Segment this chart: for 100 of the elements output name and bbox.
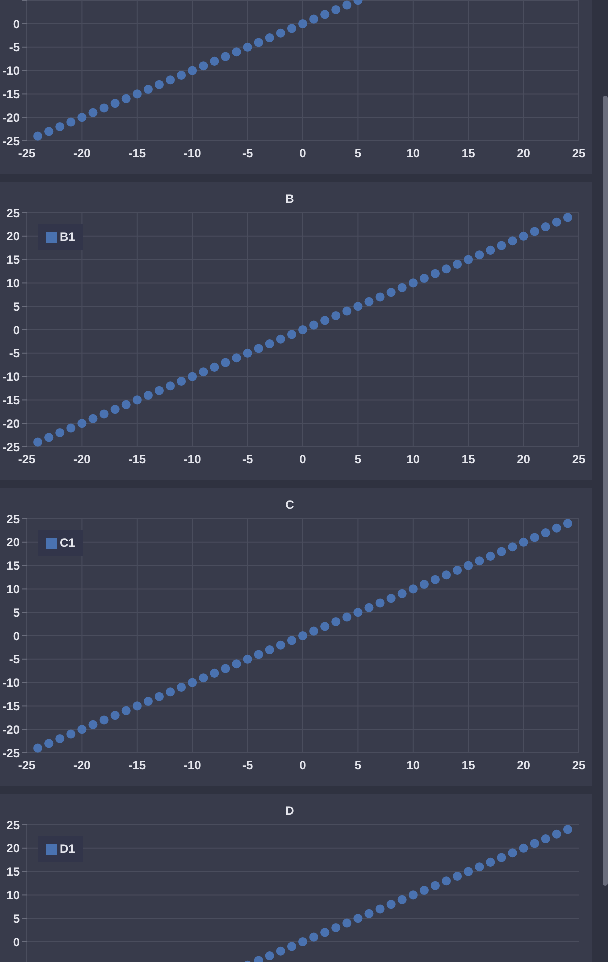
point	[154, 692, 164, 702]
point	[320, 928, 330, 938]
point	[332, 311, 341, 320]
x-tick-label: -15	[128, 452, 146, 467]
point	[519, 538, 528, 547]
point	[420, 886, 429, 896]
point	[552, 524, 562, 533]
y-tick-label: 0	[13, 935, 20, 950]
point	[56, 428, 65, 438]
y-tick-label: -25	[2, 134, 20, 148]
point	[78, 725, 87, 734]
point	[408, 278, 418, 288]
legend-label: B1	[60, 230, 76, 244]
x-tick-label: -10	[184, 758, 202, 773]
x-tick-label: 15	[462, 758, 476, 773]
y-tick-label: 15	[6, 253, 20, 268]
x-tick-label: 25	[572, 146, 586, 161]
point	[442, 570, 452, 580]
point	[453, 566, 462, 575]
point	[110, 405, 120, 414]
point	[442, 876, 452, 886]
point	[188, 678, 198, 688]
point	[144, 697, 153, 706]
point	[298, 631, 308, 641]
point	[44, 127, 54, 136]
point	[122, 400, 131, 410]
point	[66, 424, 76, 433]
point	[144, 85, 153, 94]
point	[210, 362, 220, 372]
chart-title: B	[284, 192, 296, 206]
legend-label: D1	[60, 842, 76, 856]
point	[276, 946, 286, 956]
point	[177, 70, 186, 80]
y-tick-label: -20	[2, 110, 20, 125]
point	[243, 654, 252, 664]
point	[100, 104, 109, 113]
x-tick-label: 10	[406, 758, 420, 773]
point	[552, 218, 562, 227]
chart-title: C	[284, 498, 296, 512]
x-tick-label: 25	[572, 452, 586, 467]
point	[221, 664, 230, 674]
legend-label: C1	[60, 536, 76, 550]
y-tick-label: 5	[13, 300, 20, 314]
point	[276, 334, 286, 344]
point	[376, 292, 385, 302]
point	[497, 547, 506, 556]
x-tick-label: 15	[462, 452, 476, 467]
point	[166, 76, 176, 85]
point	[210, 668, 220, 678]
point	[408, 584, 418, 594]
x-tick-label: 15	[462, 146, 476, 161]
x-tick-label: 10	[406, 452, 420, 467]
point	[210, 56, 220, 66]
point	[563, 213, 572, 222]
point	[177, 376, 186, 386]
point	[221, 358, 230, 368]
point	[364, 909, 374, 918]
point	[232, 354, 242, 363]
point	[154, 80, 164, 90]
x-tick-label: 20	[517, 758, 531, 773]
point	[199, 62, 208, 71]
point	[508, 542, 518, 552]
point	[287, 24, 296, 34]
point	[254, 38, 264, 48]
y-tick-label: -10	[2, 676, 20, 690]
x-tick-label: -15	[128, 146, 146, 161]
point	[486, 552, 496, 561]
point	[88, 414, 98, 424]
point	[243, 348, 252, 358]
point	[453, 260, 462, 269]
y-tick-label: 10	[6, 276, 20, 290]
point	[398, 589, 407, 598]
point	[342, 0, 352, 10]
x-tick-label: 25	[572, 758, 586, 773]
y-tick-label: 15	[6, 865, 20, 880]
point	[342, 306, 352, 316]
point	[122, 706, 131, 716]
point	[188, 372, 198, 382]
point	[132, 90, 142, 99]
point	[464, 561, 474, 570]
point	[430, 881, 440, 890]
y-tick-label: -20	[2, 722, 20, 737]
point	[298, 19, 308, 29]
x-tick-label: -20	[74, 146, 92, 161]
point	[66, 730, 76, 739]
x-tick-label: 0	[300, 452, 307, 467]
point	[243, 42, 252, 52]
point	[320, 10, 330, 20]
point	[34, 438, 43, 447]
point	[310, 626, 319, 636]
y-tick-label: 10	[6, 582, 20, 596]
point	[398, 283, 407, 292]
y-tick-label: 0	[13, 323, 20, 338]
point	[508, 236, 518, 246]
point	[88, 720, 98, 730]
chart-title: D	[284, 804, 296, 818]
point	[232, 48, 242, 57]
y-tick-label: 0	[13, 629, 20, 644]
y-tick-label: -5	[9, 40, 20, 55]
point	[265, 646, 274, 655]
